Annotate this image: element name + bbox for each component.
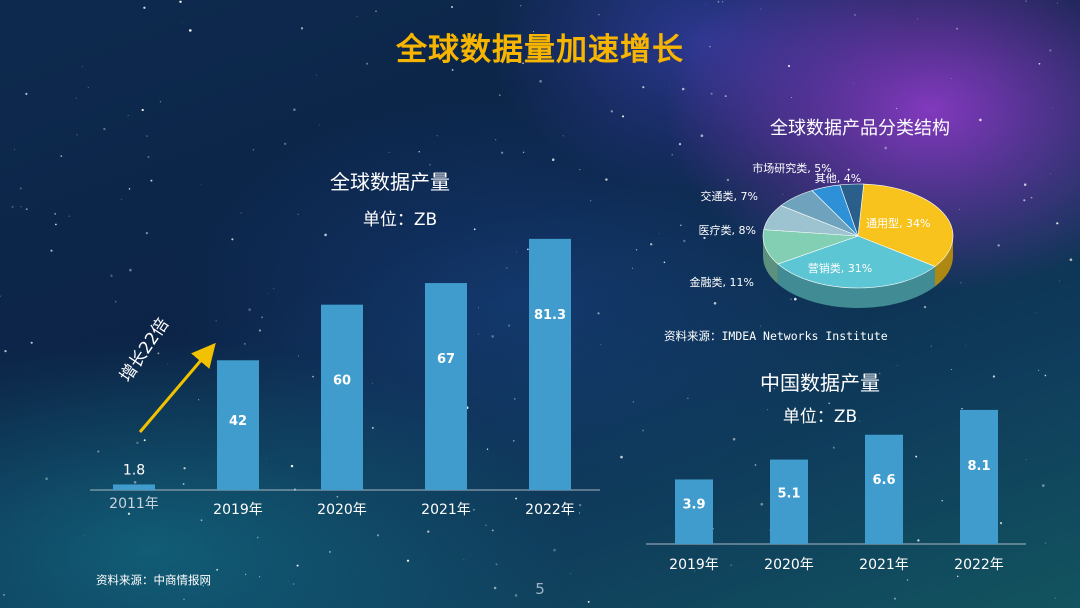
bar (113, 484, 155, 490)
china-chart-title: 中国数据产量 (760, 371, 880, 395)
pie-slice-label: 其他, 4% (815, 172, 861, 185)
page-title: 全球数据量加速增长 (396, 32, 684, 68)
pie-chart: 通用型, 34% 营销类, 31% 金融类, 11% 医疗类, 8% 交通类, 7% 市场… (690, 161, 954, 308)
category-label: 2019年 (669, 557, 719, 573)
pie-slice-label: 交通类, 7% (701, 189, 758, 203)
category-label: 2022年 (954, 557, 1004, 573)
global-chart-title: 全球数据产量 (330, 170, 450, 194)
pie-source: 资料来源：IMDEA Networks Institute (664, 329, 888, 343)
pie-slice-side (763, 236, 778, 284)
bar (321, 304, 363, 490)
bar (425, 283, 467, 490)
bar (217, 360, 259, 490)
bar-value-label: 42 (229, 414, 247, 429)
pie-slice-side (935, 236, 953, 287)
pie-slice (762, 229, 859, 265)
pie-slice-label: 医疗类, 8% (699, 223, 756, 237)
bar-value-label: 1.8 (123, 462, 145, 478)
bar-value-label: 67 (437, 352, 455, 367)
bar (865, 434, 903, 544)
bar (770, 459, 808, 544)
pie-slice-label: 市场研究类, 5% (752, 161, 831, 175)
china-bar-chart: 3.9 2019年 5.1 2020年 6.6 2021年 8.1 2022年 (646, 409, 1026, 573)
global-bar-chart: 1.8 2011年 42 2019年 60 2020年 67 2021年 81.3 2022年 (90, 238, 600, 518)
pie-slice (777, 235, 936, 289)
pie-slice-label: 金融类, 11% (690, 275, 754, 289)
china-chart-unit: 单位：ZB (782, 407, 858, 427)
category-label: 2020年 (317, 502, 367, 518)
category-label: 2021年 (859, 557, 909, 573)
category-label: 2019年 (213, 502, 263, 518)
growth-arrow-line (138, 342, 216, 433)
bar-value-label: 3.9 (682, 497, 705, 512)
category-label: 2011年 (109, 496, 159, 512)
pie-slice-side (777, 263, 936, 308)
pie-slice-label: 通用型, 34% (866, 216, 930, 230)
bar (529, 238, 571, 490)
bar (675, 479, 713, 544)
bar-value-label: 81.3 (534, 308, 566, 323)
bar-value-label: 5.1 (777, 487, 800, 502)
page-number: 5 (535, 580, 545, 598)
bar-value-label: 8.1 (967, 459, 990, 474)
bar (960, 409, 998, 544)
category-label: 2020年 (764, 557, 814, 573)
bar-value-label: 6.6 (872, 473, 895, 488)
pie-slice-label: 营销类, 31% (808, 261, 872, 275)
category-label: 2022年 (525, 502, 575, 518)
global-source: 资料来源：中商情报网 (96, 573, 211, 587)
global-chart-unit: 单位：ZB (362, 210, 438, 230)
pie-slice (857, 183, 954, 267)
pie-slice (839, 183, 865, 237)
category-label: 2021年 (421, 502, 471, 518)
pie-chart-title: 全球数据产品分类结构 (770, 118, 950, 139)
bar-value-label: 60 (333, 374, 351, 389)
